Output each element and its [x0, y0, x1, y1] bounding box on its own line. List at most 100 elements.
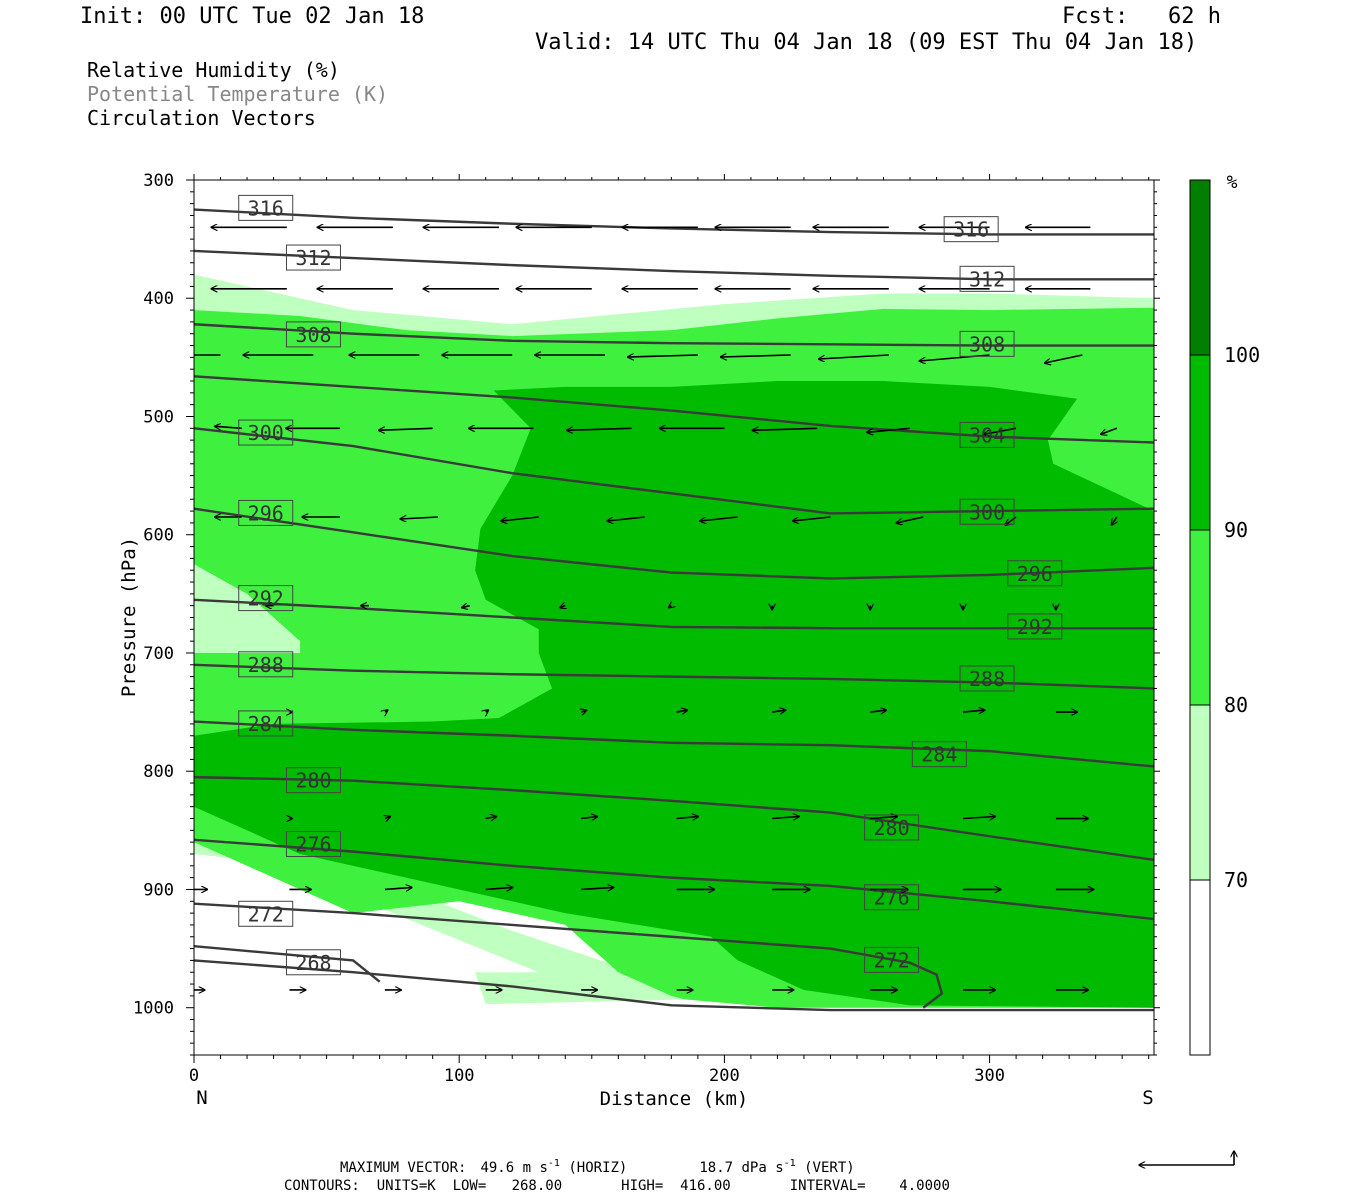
circulation-vector [462, 606, 470, 608]
horiz-vector-value: 49.6 m s [480, 1160, 547, 1176]
contour-label-box [285, 244, 341, 271]
contour-label-box [285, 831, 341, 858]
x-tick-label: 200 [709, 1066, 740, 1086]
circulation-vector [720, 355, 791, 357]
circulation-vector [1045, 354, 1083, 363]
circulation-vector [676, 817, 699, 819]
contour-label-box [959, 498, 1015, 525]
isentrope-308 [194, 323, 1154, 347]
colorbar-level-label: 100 [1224, 343, 1260, 367]
isentrope-312 [194, 249, 1154, 281]
contour-label: 316 [248, 196, 284, 220]
isentrope-296 [194, 507, 1154, 580]
isentrope-268 [194, 959, 1154, 1012]
y-tick-label: 500 [143, 407, 174, 427]
isentrope-284 [194, 720, 1154, 768]
colorbar-level-label: 70 [1224, 868, 1248, 892]
circulation-vector [1111, 516, 1116, 525]
contour-label-box [959, 265, 1015, 292]
circulation-vector [984, 427, 1017, 434]
vert-vector-value: 18.7 dPa s [699, 1160, 783, 1176]
circulation-vector [870, 817, 897, 819]
contour-label-box [1007, 613, 1063, 640]
circulation-vector [581, 817, 597, 819]
contour-label: 288 [248, 653, 284, 677]
circulation-vector [793, 516, 831, 521]
circulation-vector [628, 355, 698, 357]
circulation-vector [215, 426, 242, 428]
circulation-vector [962, 710, 985, 712]
footer-max-vector: MAXIMUM VECTOR: 49.6 m s-1 (HORIZ) 18.7 dP… [340, 1158, 855, 1176]
x-tick-label: 100 [444, 1066, 475, 1086]
contour-label-box [238, 499, 294, 526]
circulation-vector [567, 428, 632, 430]
contour-label-box [959, 665, 1015, 692]
contour-label: 312 [969, 267, 1005, 291]
contour-label: 300 [248, 421, 284, 445]
colorbar-segment [1189, 179, 1211, 356]
x-tick-label: 0 [189, 1066, 199, 1086]
contour-label: 276 [874, 886, 910, 910]
x-tick-label: 300 [974, 1066, 1005, 1086]
isentrope-276 [194, 838, 1154, 921]
colorbar-level-label: 80 [1224, 693, 1248, 717]
contour-label: 312 [295, 246, 331, 270]
vert-vector-unit: (VERT) [796, 1160, 855, 1176]
contour-label: 276 [295, 833, 331, 857]
colorbar-segment [1189, 354, 1211, 531]
contour-label-box [285, 949, 341, 976]
circulation-vector [379, 428, 433, 430]
contour-label: 280 [874, 816, 910, 840]
valid-time-label: Valid: 14 UTC Thu 04 Jan 18 (09 EST Thu … [535, 30, 1198, 55]
contour-label-box [238, 651, 294, 678]
circulation-vector [867, 427, 911, 432]
contour-label: 308 [969, 332, 1005, 356]
colorbar-unit: % [1227, 172, 1238, 193]
x-axis-title: Distance (km) [600, 1088, 749, 1110]
circulation-vector [896, 516, 924, 523]
north-end-label: N [196, 1087, 207, 1109]
south-end-label: S [1142, 1087, 1153, 1109]
field-label-circulation-vectors: Circulation Vectors [87, 106, 316, 130]
contour-label-box [864, 946, 920, 973]
contour-label-box [285, 767, 341, 794]
circulation-vector [772, 817, 799, 819]
rh-region-90-100 [194, 381, 1154, 1008]
circulation-vector [870, 710, 886, 712]
contour-label-box [238, 419, 294, 446]
circulation-vector [400, 517, 439, 519]
circulation-vector [385, 817, 390, 819]
contour-label: 272 [248, 902, 284, 926]
forecast-hour-label: Fcst: 62 h [1062, 4, 1221, 29]
circulation-vector [384, 887, 412, 889]
contour-label: 292 [248, 587, 284, 611]
circulation-vector [485, 887, 513, 889]
contour-label-box [959, 330, 1015, 357]
contour-label-box [285, 321, 341, 348]
colorbar: 70 80 90 100 [1189, 179, 1260, 1056]
isentrope-272 [194, 902, 944, 1009]
contour-label: 272 [874, 948, 910, 972]
contour-label-box [238, 900, 294, 927]
contour-label: 296 [248, 501, 284, 525]
vert-vector-exponent: -1 [784, 1158, 796, 1169]
contour-label: 300 [969, 500, 1005, 524]
circulation-vectors [194, 227, 1117, 990]
circulation-vector [963, 817, 995, 819]
isentrope-292 [194, 598, 1154, 630]
y-axis-title: Pressure (hPa) [118, 537, 140, 697]
contour-label-box [1007, 560, 1063, 587]
circulation-vector [485, 817, 497, 819]
y-tick-label: 900 [143, 880, 174, 900]
contour-label: 308 [295, 323, 331, 347]
contour-label-box [238, 194, 294, 221]
contour-label: 304 [969, 423, 1005, 447]
contour-label: 280 [295, 769, 331, 793]
contour-label: 288 [969, 667, 1005, 691]
colorbar-level-label: 90 [1224, 518, 1248, 542]
contour-labels: 316 316 312 312 308 308 304 300 300 296 296 292 292 2… [238, 194, 1063, 976]
field-label-relative-humidity: Relative Humidity (%) [87, 58, 340, 82]
colorbar-segment [1189, 879, 1211, 1056]
contour-label-box [943, 216, 999, 243]
